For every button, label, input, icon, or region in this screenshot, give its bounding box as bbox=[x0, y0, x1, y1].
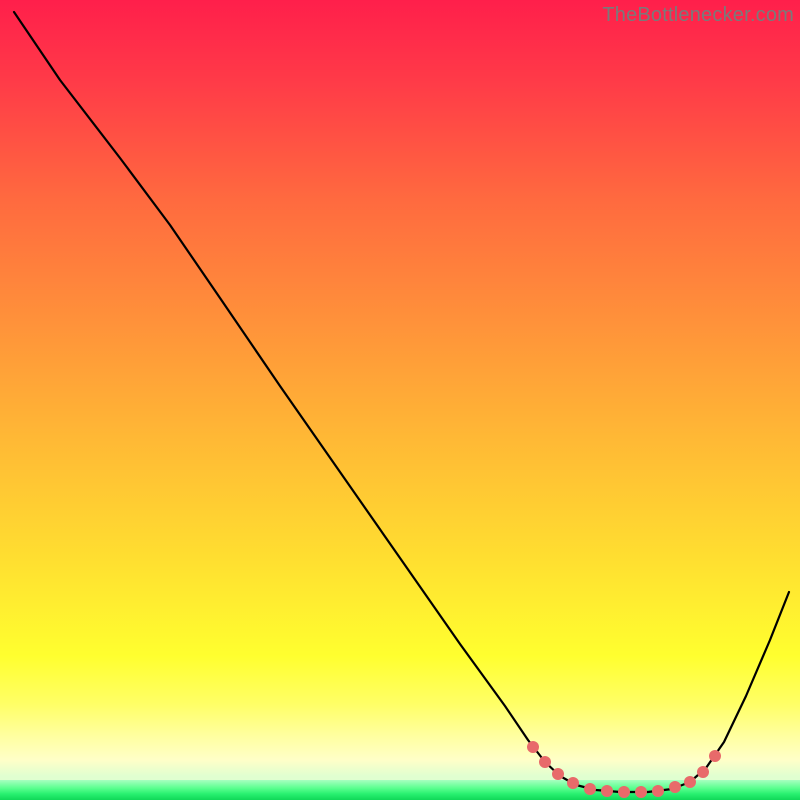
chart-stage: TheBottlenecker.com bbox=[0, 0, 800, 800]
green-bottom-strip bbox=[0, 780, 800, 800]
attribution-text: TheBottlenecker.com bbox=[602, 4, 794, 27]
gradient-background bbox=[0, 0, 800, 800]
